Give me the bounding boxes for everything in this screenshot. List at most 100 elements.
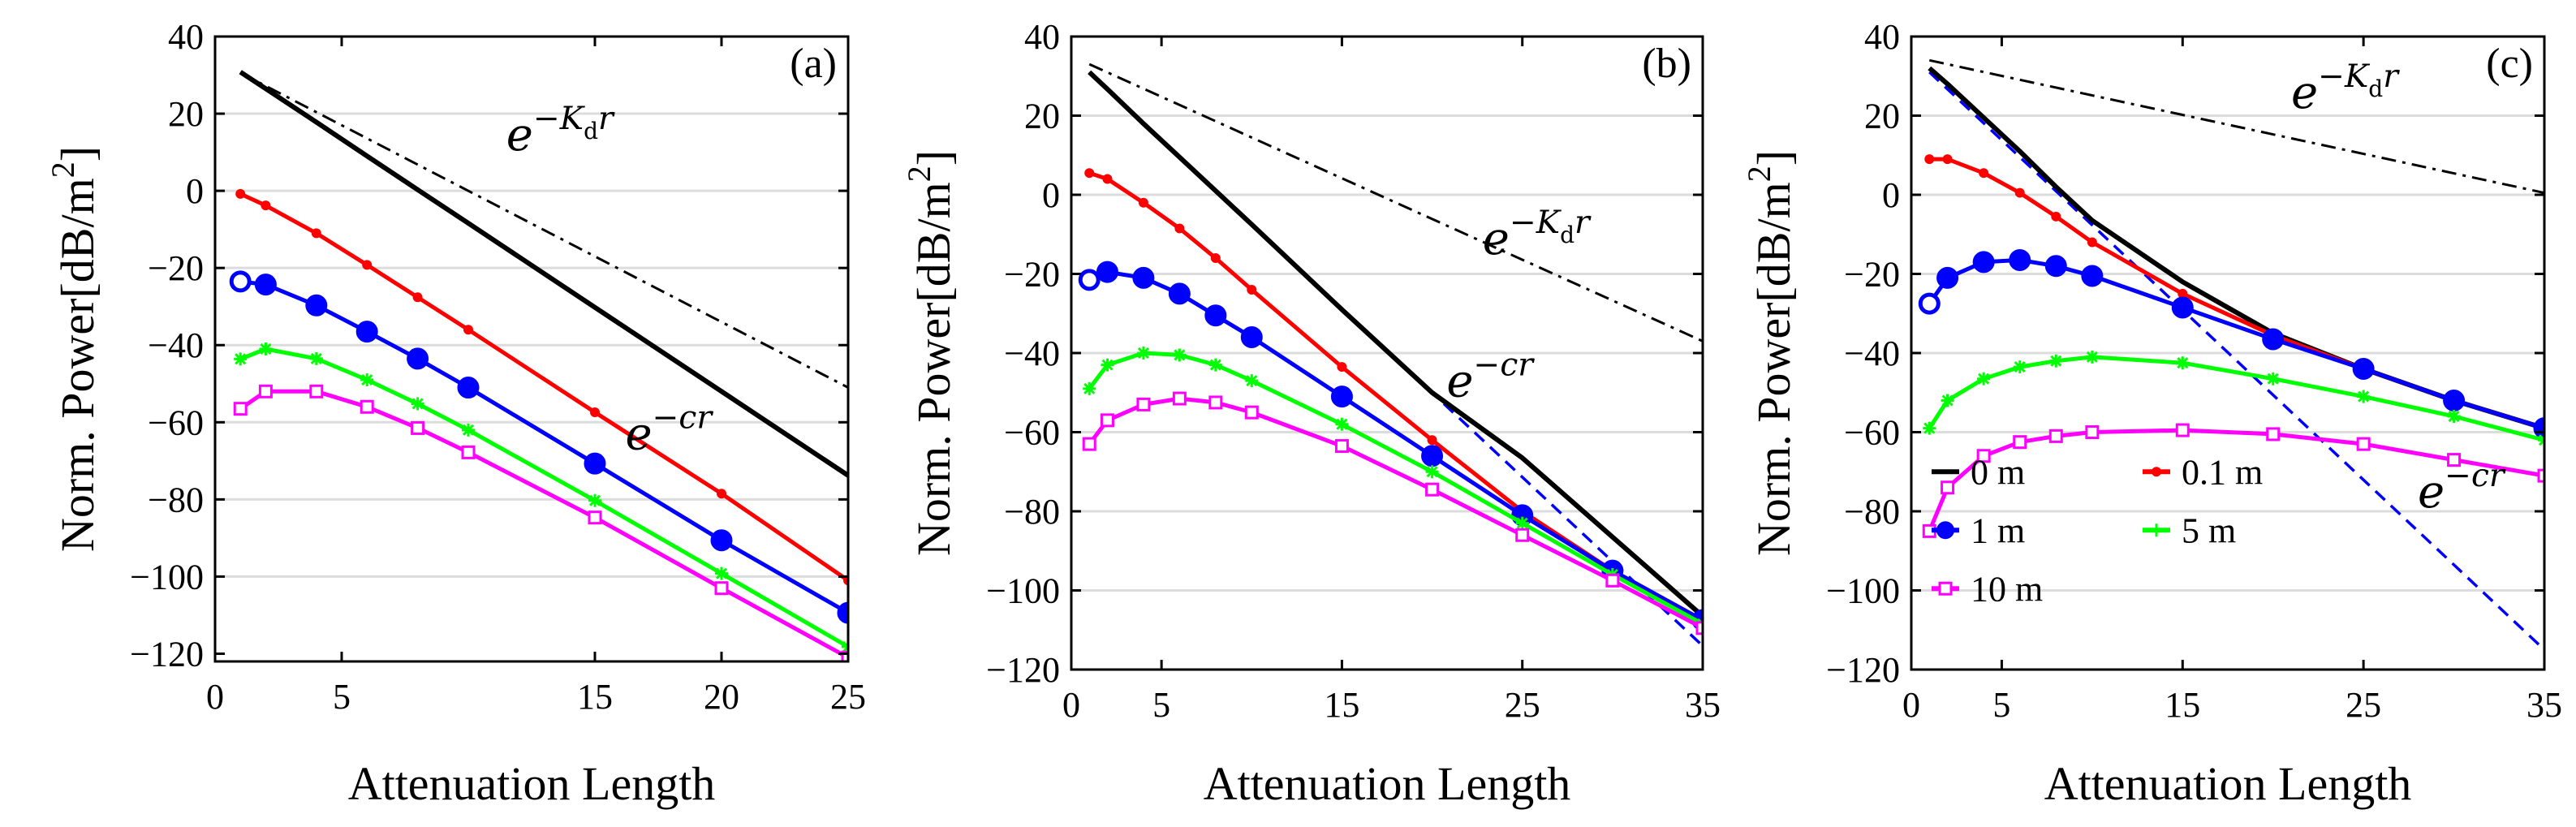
data-point	[261, 200, 271, 211]
data-point	[1210, 253, 1221, 263]
y-tick-label: 0	[1882, 175, 1900, 215]
data-point	[2175, 423, 2190, 437]
data-point	[1918, 292, 1941, 315]
data-point	[1695, 621, 1703, 635]
data-point	[1515, 528, 1530, 542]
data-point	[1172, 391, 1187, 406]
data-point	[1942, 154, 1953, 165]
data-point	[235, 188, 246, 199]
y-tick-label: −40	[1844, 334, 1900, 373]
y-tick-label: 40	[1024, 17, 1060, 57]
data-point	[1101, 358, 1114, 372]
data-point	[309, 384, 324, 398]
y-tick-label: −80	[1004, 492, 1060, 532]
data-point	[1168, 282, 1191, 305]
data-point	[233, 402, 248, 416]
data-point	[1078, 269, 1101, 291]
data-point	[2051, 211, 2061, 222]
y-tick-label: −20	[148, 248, 204, 288]
data-point	[360, 373, 374, 387]
grid	[215, 112, 848, 578]
annotation: e−Kdr​	[506, 101, 615, 162]
data-point	[1244, 405, 1259, 420]
data-point	[1174, 223, 1185, 234]
data-point	[1247, 285, 1257, 295]
data-point	[1102, 174, 1113, 184]
legend-marker	[2150, 523, 2163, 537]
data-point	[1208, 395, 1223, 410]
data-point	[1083, 381, 1096, 395]
data-point	[2085, 425, 2100, 439]
data-point	[362, 260, 373, 270]
data-point	[2357, 390, 2371, 403]
y-tick-label: −40	[1004, 334, 1060, 373]
y-axis-label: Norm. Power[dB/m2]	[901, 150, 960, 556]
x-tick-label: 0	[1062, 685, 1080, 725]
x-tick-label: 5	[1992, 685, 2010, 725]
data-point	[1421, 445, 1444, 467]
data-point	[462, 423, 475, 437]
data-point	[1204, 304, 1227, 327]
series-line-e-k-d-r-	[1088, 62, 1703, 342]
data-point	[1941, 480, 1955, 495]
data-point	[355, 321, 378, 343]
panel-label: (a)	[790, 41, 837, 87]
y-tick-label: −120	[986, 650, 1060, 690]
data-point	[258, 384, 273, 398]
data-point	[588, 510, 602, 525]
series-line-0-m	[239, 70, 848, 478]
series-line-0-1-m	[1929, 157, 2544, 430]
plot-frame	[213, 35, 850, 663]
data-point	[1100, 413, 1114, 428]
x-tick-label: 5	[1152, 685, 1170, 725]
x-tick-label: 15	[1324, 685, 1359, 725]
data-point	[2081, 265, 2104, 287]
data-point	[2085, 350, 2099, 364]
y-tick-label: −80	[148, 480, 204, 519]
data-point	[1084, 168, 1095, 179]
data-point	[584, 452, 606, 475]
data-point	[229, 270, 252, 293]
data-point	[1136, 347, 1150, 360]
data-point	[1132, 266, 1155, 289]
legend-label: 0.1 m	[2182, 452, 2263, 492]
data-point	[2447, 410, 2461, 423]
y-tick-label: −60	[1844, 413, 1900, 453]
series-line-e-cr-	[1088, 71, 1703, 648]
data-point	[1923, 421, 1936, 435]
data-point	[837, 601, 848, 624]
data-point	[2537, 468, 2544, 483]
data-point	[1173, 348, 1187, 362]
data-point	[1082, 437, 1096, 451]
x-tick-label: 20	[704, 677, 739, 717]
data-point	[463, 325, 473, 335]
y-tick-label: −60	[148, 403, 204, 442]
series-line-0-1-m	[239, 192, 848, 583]
data-point	[1335, 417, 1349, 431]
series-line-1-m	[239, 279, 848, 615]
data-point	[1334, 439, 1349, 454]
data-point	[1605, 573, 1620, 588]
series-line-e-cr-	[1928, 71, 2544, 651]
x-tick-label: 15	[2165, 685, 2200, 725]
data-point	[2178, 288, 2188, 299]
y-tick-label: −20	[1844, 255, 1900, 295]
data-point	[2009, 248, 2031, 271]
data-point	[1330, 386, 1353, 408]
x-axis-label: Attenuation Length	[1204, 757, 1571, 810]
data-point	[2262, 328, 2285, 351]
x-tick-label: 15	[577, 677, 613, 717]
data-point	[2171, 296, 2194, 319]
data-point	[234, 352, 248, 366]
annotation: e−cr​	[625, 400, 713, 461]
data-point	[411, 420, 425, 435]
data-point	[2443, 390, 2466, 411]
x-tick-label: 0	[206, 677, 224, 717]
data-point	[1425, 465, 1439, 479]
data-point	[588, 493, 601, 507]
data-point	[1136, 397, 1151, 411]
x-tick-label: 35	[1685, 685, 1721, 725]
